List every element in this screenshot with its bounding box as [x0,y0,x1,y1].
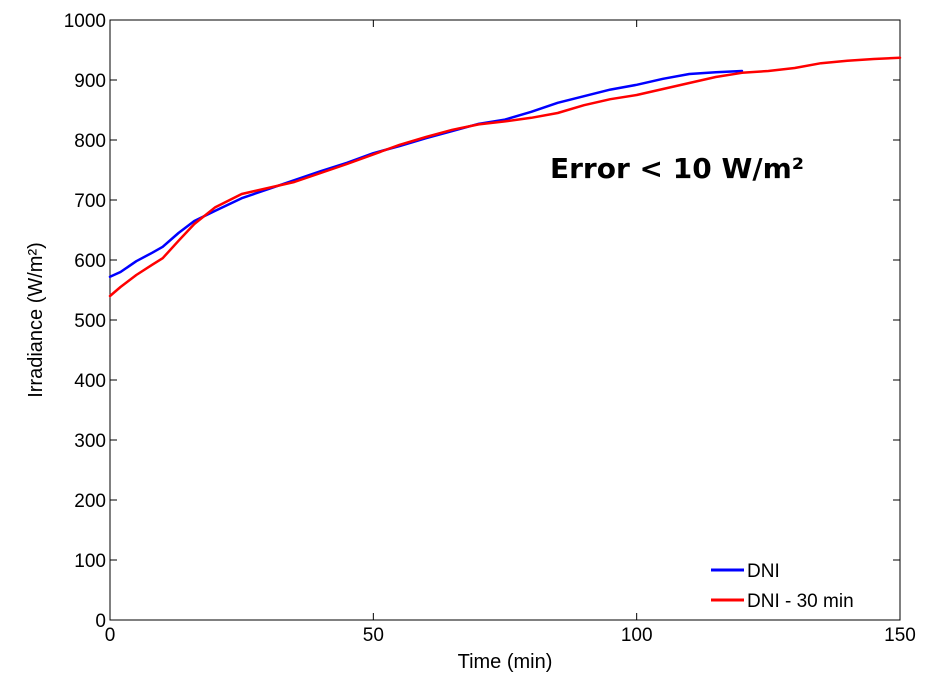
x-axis-label: Time (min) [458,651,553,673]
y-tick-label: 200 [74,491,106,512]
y-tick-label: 300 [74,431,106,452]
y-tick-label: 0 [95,611,106,632]
y-tick-label: 900 [74,71,106,92]
x-tick-label: 100 [621,625,653,646]
y-tick-label: 600 [74,251,106,272]
legend-label-dni: DNI [747,561,780,582]
y-tick-label: 1000 [64,11,106,32]
x-tick-label: 150 [884,625,916,646]
y-tick-label: 100 [74,551,106,572]
axis-ticks: 0 100 200 300 400 500 600 700 800 900 1000 0 50 100 15… [64,11,916,646]
series-layer [108,56,902,298]
y-tick-label: 800 [74,131,106,152]
y-tick-label: 700 [74,191,106,212]
x-tick-label: 0 [105,625,116,646]
legend: DNI DNI - 30 min [711,561,854,612]
legend-label-dni-30: DNI - 30 min [747,591,854,612]
y-tick-label: 400 [74,371,106,392]
series-line-1 [108,56,902,298]
y-tick-label: 500 [74,311,106,332]
error-annotation: Error < 10 W/m² [550,152,804,185]
y-axis-label: Irradiance (W/m²) [25,242,47,398]
plot-area [109,19,901,621]
x-tick-label: 50 [363,625,384,646]
